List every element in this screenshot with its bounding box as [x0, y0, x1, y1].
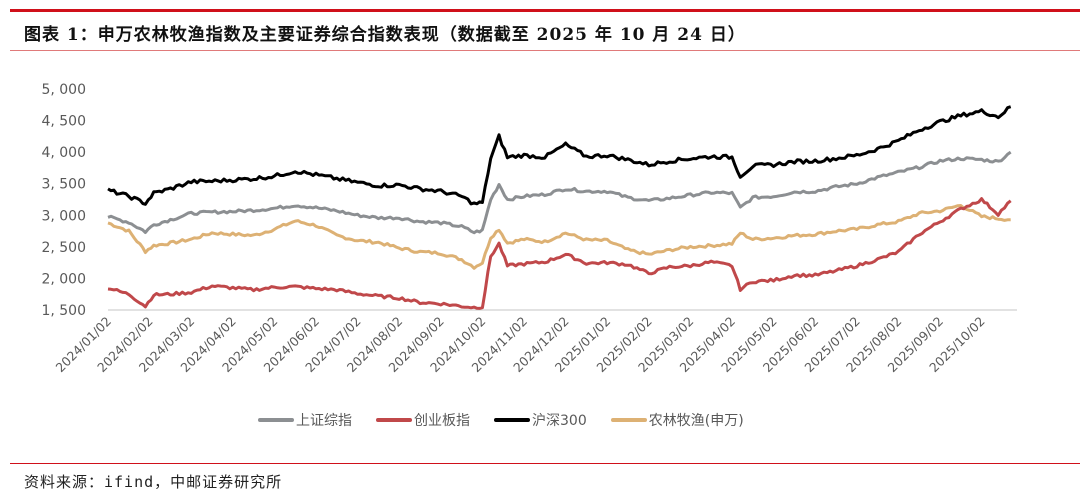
- chart-title: 图表 1：申万农林牧渔指数及主要证券综合指数表现（数据截至 2025 年 10 …: [24, 25, 746, 45]
- line-chart: 1, 500 2, 000 2, 500 3, 000 3, 500 4, 000 4, 5…: [41, 82, 1017, 376]
- legend-item-chinext: 创业板指: [376, 410, 470, 430]
- series-line: [107, 105, 1012, 206]
- series-lines: [107, 105, 1012, 310]
- legend-label: 沪深300: [532, 413, 587, 429]
- footer-divider: [10, 463, 1080, 464]
- legend-item-csi300: 沪深300: [494, 410, 587, 430]
- y-tick-label: 5, 000: [41, 82, 86, 98]
- title-divider: [10, 50, 1080, 51]
- y-tick-label: 3, 500: [41, 177, 86, 193]
- y-tick-label: 2, 000: [41, 271, 86, 287]
- legend-label: 农林牧渔(申万): [648, 413, 744, 429]
- y-tick-label: 1, 500: [41, 303, 86, 319]
- legend-swatch-black-icon: [494, 418, 530, 422]
- legend-swatch-tan-icon: [610, 418, 647, 422]
- x-axis: 2024/01/022024/02/022024/03/022024/04/02…: [53, 314, 988, 376]
- y-tick-label: 3, 000: [41, 208, 86, 224]
- legend-swatch-gray-icon: [258, 418, 294, 422]
- y-axis: 1, 500 2, 000 2, 500 3, 000 3, 500 4, 000 4, 5…: [41, 82, 86, 319]
- legend-swatch-red-icon: [376, 418, 412, 422]
- source-note: 资料来源：ifind，中邮证券研究所: [24, 473, 283, 491]
- legend-label: 上证综指: [296, 413, 352, 429]
- series-line: [107, 150, 1012, 235]
- chart-legend: 上证综指 创业板指 沪深300 农林牧渔(申万): [258, 410, 744, 430]
- legend-label: 创业板指: [414, 413, 470, 429]
- y-tick-label: 2, 500: [41, 240, 86, 256]
- series-line: [107, 204, 1011, 270]
- y-tick-label: 4, 500: [41, 114, 86, 130]
- top-accent-rule: [10, 9, 1080, 12]
- series-line: [107, 197, 1012, 310]
- legend-item-agriculture: 农林牧渔(申万): [610, 410, 744, 430]
- y-tick-label: 4, 000: [41, 145, 86, 161]
- legend-item-shanghai-composite: 上证综指: [258, 410, 352, 430]
